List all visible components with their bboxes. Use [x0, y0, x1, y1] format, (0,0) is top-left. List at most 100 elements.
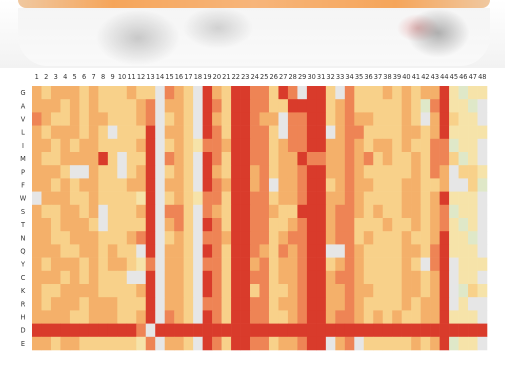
heatmap-cell [88, 138, 99, 153]
banner-accent [18, 0, 490, 8]
heatmap-cell [325, 125, 336, 140]
heatmap-cell [268, 191, 279, 206]
heatmap-cell [477, 323, 488, 338]
heatmap-cell [316, 270, 327, 285]
heatmap-cell [126, 138, 137, 153]
heatmap-cell [420, 244, 431, 258]
heatmap-cell [477, 165, 488, 179]
heatmap-cell [231, 310, 241, 324]
heatmap-cell [449, 284, 459, 298]
heatmap-cell [98, 99, 109, 113]
heatmap-cell [202, 86, 213, 100]
heatmap-cell [202, 125, 213, 140]
heatmap-cell [98, 191, 109, 206]
heatmap-cell [117, 191, 128, 206]
heatmap-cell [268, 310, 279, 324]
heatmap-cell [306, 178, 317, 192]
heatmap-cell [287, 218, 298, 232]
heatmap-cell [468, 125, 478, 140]
heatmap-cell [287, 165, 298, 179]
heatmap-cell [117, 310, 128, 324]
heatmap-cell [117, 270, 128, 285]
heatmap-cell [306, 297, 317, 311]
heatmap-cell [401, 218, 412, 232]
x-tick-label: 17 [184, 73, 192, 81]
heatmap-cell [136, 191, 147, 206]
heatmap-cell [60, 86, 71, 100]
heatmap-cell [401, 165, 412, 179]
heatmap-cell [468, 310, 478, 324]
heatmap-cell [382, 165, 393, 179]
heatmap-cell [212, 125, 222, 140]
heatmap-cell [316, 191, 327, 206]
heatmap-cell [325, 297, 336, 311]
heatmap-cell [50, 112, 61, 126]
heatmap-cell [202, 218, 213, 232]
heatmap-cell [354, 244, 365, 258]
heatmap-cell [41, 244, 52, 258]
heatmap-cell [392, 165, 402, 179]
heatmap-cell [297, 336, 308, 351]
heatmap-cell [468, 204, 478, 219]
x-tick-label: 25 [260, 73, 268, 81]
x-tick-label: 41 [412, 73, 420, 81]
heatmap-chart: 1 2 3 4 5 6 7 8 9 10 11 12 13 14 15 16 17 18 19 20 21 22 23 24 2… [20, 73, 488, 351]
heatmap-cell [41, 204, 52, 219]
heatmap-cell [79, 165, 90, 179]
heatmap-cell [155, 125, 166, 140]
heatmap-cell [155, 231, 166, 245]
heatmap-cell [69, 244, 80, 258]
heatmap-cell [439, 204, 450, 219]
heatmap-cell [88, 165, 99, 179]
heatmap-cell [325, 204, 336, 219]
heatmap-cell [107, 152, 118, 166]
heatmap-cell [240, 152, 251, 166]
heatmap-cell [41, 152, 52, 166]
heatmap-cell [155, 244, 166, 258]
heatmap-cell [268, 257, 279, 272]
heatmap-cell [335, 284, 346, 298]
heatmap-cell [344, 336, 355, 351]
heatmap-cell [306, 138, 317, 153]
x-tick-label: 22 [232, 73, 240, 81]
heatmap-cell [439, 218, 450, 232]
heatmap-cell [477, 138, 488, 153]
heatmap-cell [32, 112, 42, 126]
heatmap-cell [449, 231, 459, 245]
heatmap-cell [98, 204, 109, 219]
heatmap-cell [373, 112, 384, 126]
heatmap-cell [193, 244, 203, 258]
heatmap-cell [221, 204, 232, 219]
heatmap-cell [468, 138, 478, 153]
heatmap-cell [259, 125, 270, 140]
heatmap-cell [287, 231, 298, 245]
heatmap-cell [212, 191, 222, 206]
heatmap-cell [174, 191, 184, 206]
heatmap-cell [278, 86, 289, 100]
heatmap-cell [193, 323, 203, 338]
heatmap-cell [240, 284, 251, 298]
heatmap-cell [136, 270, 147, 285]
heatmap-cell [325, 270, 336, 285]
heatmap-cell [193, 270, 203, 285]
heatmap-cell [449, 244, 459, 258]
heatmap-cell [107, 138, 118, 153]
heatmap-cell [136, 284, 147, 298]
heatmap-cell [250, 165, 260, 179]
heatmap-cell [69, 310, 80, 324]
heatmap-cell [250, 244, 260, 258]
heatmap-cell [354, 204, 365, 219]
heatmap-cell [174, 218, 184, 232]
heatmap-cell [373, 231, 384, 245]
heatmap-cell [458, 310, 469, 324]
heatmap-cell [278, 165, 289, 179]
heatmap-cell [373, 191, 384, 206]
heatmap-cell [240, 191, 251, 206]
heatmap-cell [382, 99, 393, 113]
heatmap-cell [41, 323, 52, 338]
heatmap-cell [382, 297, 393, 311]
heatmap-cell [164, 112, 175, 126]
heatmap-cell [212, 323, 222, 338]
heatmap-cell [354, 86, 365, 100]
heatmap-cell [363, 191, 374, 206]
